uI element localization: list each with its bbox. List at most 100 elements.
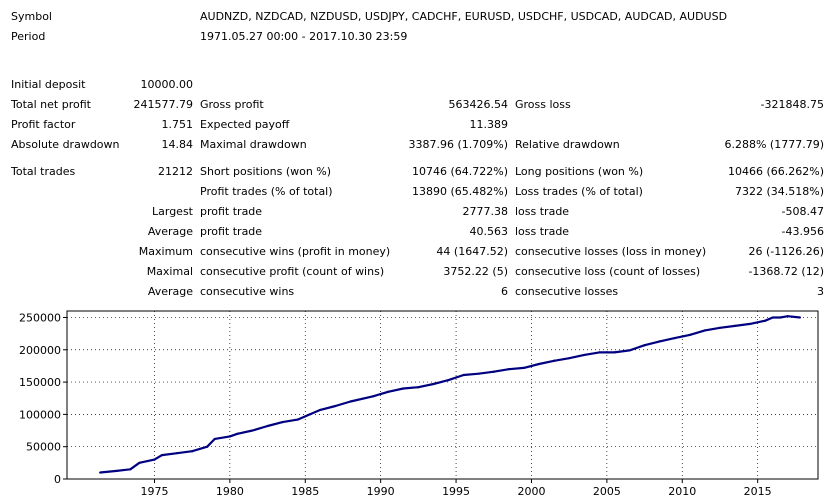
avg-consec-wins-value: 6 [501, 285, 508, 298]
balance-point [522, 366, 526, 369]
balance-point [213, 437, 216, 441]
balance-point [334, 404, 337, 408]
initial-deposit-label: Initial deposit [11, 78, 86, 91]
balance-point [673, 337, 676, 340]
balance-point [568, 357, 571, 360]
gross-loss-label: Gross loss [515, 98, 571, 111]
balance-point [477, 372, 480, 375]
max-consec-wins-label: consecutive wins (profit in money) [200, 245, 391, 258]
balance-point [308, 413, 311, 416]
initial-deposit-value: 10000.00 [140, 78, 194, 91]
y-tick-label: 50000 [26, 441, 61, 454]
x-tick-label: 2005 [593, 485, 621, 498]
balance-point [319, 408, 322, 411]
balance-point [191, 450, 194, 453]
symbol-label: Symbol [11, 10, 52, 23]
average2-label: Average [147, 285, 193, 298]
balance-point [251, 429, 254, 432]
x-tick-label: 1975 [140, 485, 168, 498]
balance-point [447, 379, 450, 382]
maximal-consec-loss-value: -1368.72 (12) [748, 265, 824, 278]
balance-point [598, 351, 601, 354]
balance-point [349, 400, 352, 403]
max-consec-losses-label: consecutive losses (loss in money) [515, 245, 707, 258]
avg-consec-wins-label: consecutive wins [200, 285, 295, 298]
balance-line [100, 315, 801, 474]
balance-point [99, 471, 102, 474]
x-tick-label: 1980 [216, 485, 244, 498]
balance-point [228, 435, 231, 438]
absolute-drawdown-label: Absolute drawdown [11, 138, 120, 151]
max-consec-losses-value: 26 (-1126.26) [748, 245, 824, 258]
balance-point [798, 316, 802, 319]
balance-point [779, 316, 782, 319]
balance-point [552, 359, 556, 362]
max-consec-wins-value: 44 (1647.52) [436, 245, 508, 258]
balance-point [718, 326, 722, 329]
average-profit-value: 40.563 [469, 225, 509, 238]
balance-point [387, 390, 390, 393]
average-loss-label: loss trade [515, 225, 570, 238]
total-net-profit-label: Total net profit [11, 98, 91, 111]
balance-point [749, 322, 752, 326]
avg-consec-losses-label: consecutive losses [515, 285, 619, 298]
x-tick-label: 2000 [517, 485, 545, 498]
profit-trades-value: 13890 (65.482%) [411, 185, 508, 198]
gross-profit-label: Gross profit [200, 98, 264, 111]
plot-frame [66, 310, 819, 480]
maximal-label: Maximal [146, 265, 193, 278]
average-label: Average [147, 225, 193, 238]
x-tick-label: 1985 [291, 485, 319, 498]
balance-point [281, 421, 284, 424]
long-positions-label: Long positions (won %) [515, 165, 644, 178]
short-positions-label: Short positions (won %) [200, 165, 332, 178]
y-tick-label: 0 [54, 473, 61, 486]
profit-trades-label: Profit trades (% of total) [200, 185, 333, 198]
y-tick-label: 200000 [19, 344, 61, 357]
largest-loss-label: loss trade [515, 205, 570, 218]
x-tick-label: 2015 [744, 485, 772, 498]
maximal-drawdown-value: 3387.96 (1.709%) [408, 138, 508, 151]
symbol-value: AUDNZD, NZDCAD, NZDUSD, USDJPY, CADCHF, … [200, 10, 728, 23]
balance-point [613, 351, 616, 354]
balance-point [507, 368, 510, 371]
balance-point [115, 469, 118, 473]
balance-point [153, 458, 156, 461]
absolute-drawdown-value: 14.84 [161, 138, 194, 151]
largest-loss-value: -508.47 [781, 205, 824, 218]
x-tick-label: 1995 [442, 485, 470, 498]
period-label: Period [11, 30, 46, 43]
long-positions-value: 10466 (66.262%) [727, 165, 824, 178]
avg-consec-losses-value: 3 [817, 285, 824, 298]
maximal-consec-profit-label: consecutive profit (count of wins) [200, 265, 385, 278]
gross-loss-value: -321848.75 [760, 98, 824, 111]
short-positions-value: 10746 (64.722%) [411, 165, 508, 178]
balance-point [628, 349, 631, 352]
balance-point [432, 382, 435, 386]
x-tick-label: 2010 [668, 485, 696, 498]
balance-point [206, 445, 209, 448]
balance-point [658, 340, 661, 343]
balance-point [160, 453, 164, 457]
maximal-consec-loss-label: consecutive loss (count of losses) [515, 265, 701, 278]
balance-point [296, 418, 299, 421]
balance-point [266, 424, 269, 428]
maximal-drawdown-label: Maximal drawdown [200, 138, 307, 151]
balance-point [129, 468, 132, 471]
balance-point [764, 319, 767, 322]
x-tick-label: 1990 [367, 485, 395, 498]
largest-label: Largest [152, 205, 193, 218]
balance-point [402, 387, 405, 390]
balance-point [417, 386, 420, 389]
balance-point [703, 329, 706, 332]
balance-chart: 0 50000 100000 150000 200000 250000 1975 1980 19… [19, 310, 819, 498]
total-trades-value: 21212 [158, 165, 193, 178]
loss-trades-value: 7322 (34.518%) [734, 185, 824, 198]
largest-profit-label: profit trade [200, 205, 263, 218]
balance-point [372, 395, 375, 398]
average-profit-label: profit trade [200, 225, 263, 238]
balance-point [492, 370, 495, 373]
profit-factor-value: 1.751 [161, 118, 194, 131]
balance-point [771, 316, 774, 319]
relative-drawdown-value: 6.288% (1777.79) [724, 138, 824, 151]
